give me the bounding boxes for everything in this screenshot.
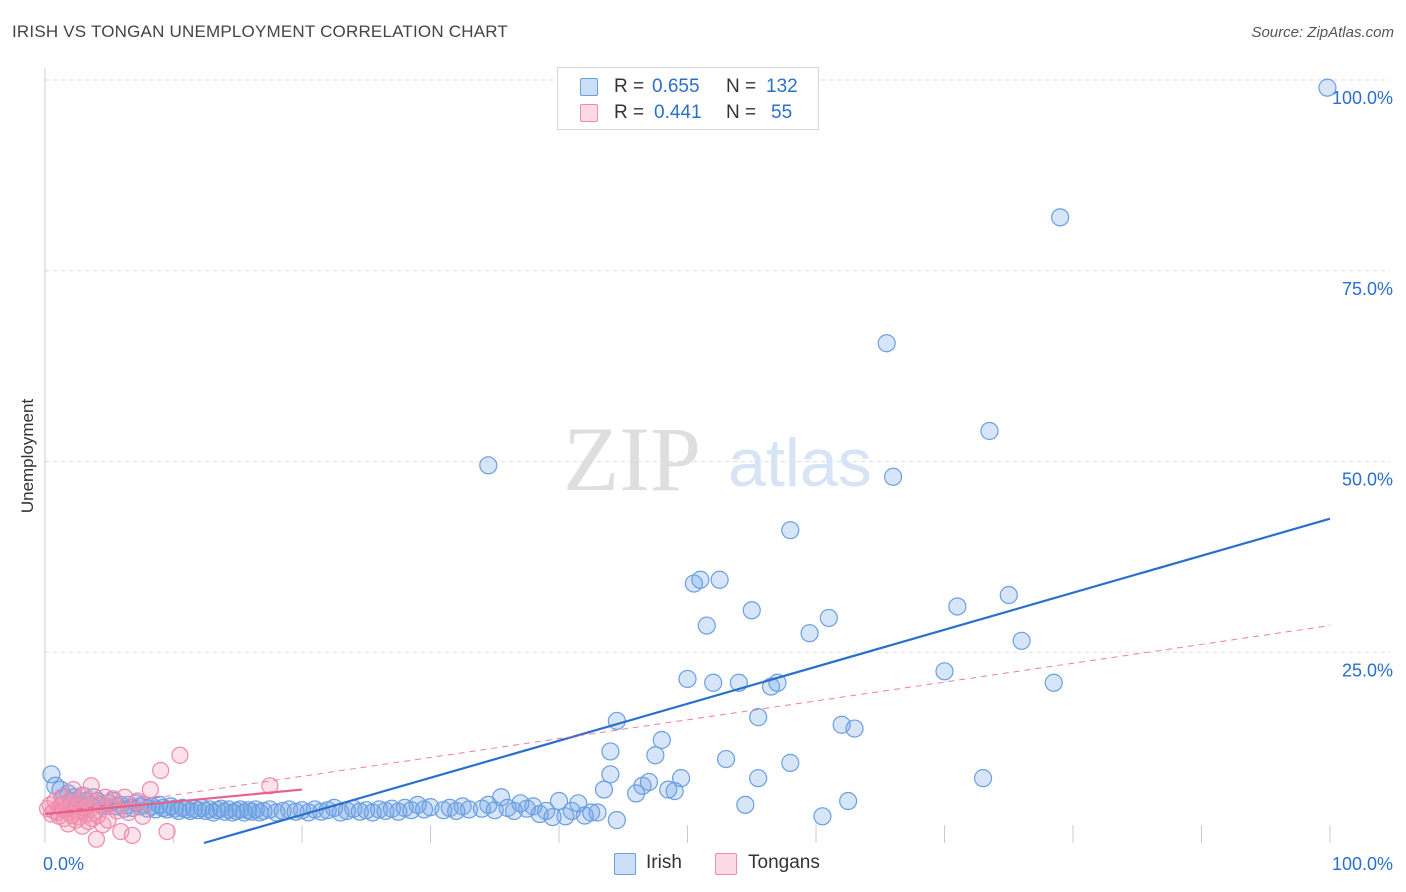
irish-point [588, 803, 607, 822]
irish-point [549, 791, 569, 811]
irish-trend-line [203, 517, 1331, 845]
irish-point [935, 662, 954, 681]
tongan-point [87, 830, 106, 848]
irish-point [459, 800, 479, 819]
series-legend: Irish Tongans [0, 852, 1406, 878]
tongan-trend-line [44, 788, 303, 816]
irish-point [716, 749, 736, 769]
legend-label-tongans: Tongans [748, 852, 820, 873]
x-tick-label: 0.0% [43, 854, 84, 874]
irish-point [973, 769, 993, 788]
irish-point [671, 769, 691, 788]
irish-point [492, 788, 511, 807]
irish-point [1051, 208, 1070, 227]
irish-point [1044, 673, 1063, 692]
y-tick-label: 25.0% [1342, 660, 1393, 680]
irish-point [601, 742, 620, 761]
irish-point [582, 803, 601, 822]
legend-r-value: 0.655 [652, 76, 700, 97]
tick-label-layer: 100.0% 75.0% 50.0% 25.0% 0.0% 100.0% [43, 88, 1393, 874]
irish-point [736, 795, 755, 814]
watermark-zip: ZIP [563, 408, 701, 510]
irish-point [877, 334, 896, 353]
legend-swatch-tongans [580, 104, 598, 122]
legend-r-value: 0.441 [654, 102, 702, 123]
tongan-point [134, 807, 152, 825]
irish-point [659, 780, 678, 799]
irish-point [883, 467, 903, 486]
irish-point [678, 669, 697, 689]
stats-legend: R = 0.655 N = 132 R = 0.441 N = 55 [557, 67, 819, 130]
irish-point [704, 673, 723, 692]
legend-n-value: 132 [766, 76, 798, 97]
irish-point [652, 730, 671, 750]
irish-point [999, 585, 1018, 605]
tongan-point [171, 746, 189, 764]
irish-point [1318, 78, 1337, 97]
legend-swatch-irish [580, 78, 598, 96]
irish-point [800, 624, 819, 643]
irish-point [42, 765, 61, 784]
irish-point [839, 791, 858, 811]
legend-label-irish: Irish [646, 852, 682, 873]
irish-point [948, 597, 967, 616]
legend-r-label: R = [614, 102, 645, 123]
tongan-point [94, 816, 112, 834]
legend-n-value: 55 [771, 102, 793, 123]
tongan-point [99, 811, 117, 829]
irish-point [710, 570, 729, 589]
watermark-atlas: atlas [728, 425, 872, 501]
chart-title: IRISH VS TONGAN UNEMPLOYMENT CORRELATION… [12, 22, 508, 41]
irish-point [601, 765, 620, 784]
irish-point [543, 807, 562, 827]
irish-point [742, 601, 761, 620]
tongan-point [141, 780, 159, 799]
irish-point [639, 772, 659, 792]
irish-point [749, 769, 768, 788]
y-tick-label: 75.0% [1342, 279, 1393, 299]
irish-point [749, 708, 768, 727]
irish-point [781, 753, 800, 772]
irish-point [646, 746, 665, 765]
tongan-point [82, 777, 100, 795]
legend-swatch-tongans [715, 853, 737, 875]
irish-point [626, 784, 646, 803]
legend-n-label: N = [726, 76, 757, 97]
irish-point [350, 802, 369, 821]
tongan-point [158, 822, 176, 841]
tongan-point [123, 826, 141, 844]
tongan-point [152, 761, 170, 780]
points-layer [38, 78, 1337, 848]
irish-point [697, 616, 716, 635]
watermark: ZIP atlas [563, 408, 872, 510]
x-tick-label: 100.0% [1332, 854, 1393, 874]
legend-swatch-irish [614, 853, 636, 875]
irish-point [781, 521, 800, 540]
irish-point [691, 570, 710, 589]
tongan-point [119, 803, 138, 822]
source-credit: Source: ZipAtlas.com [1251, 24, 1394, 41]
grid-layer [44, 68, 1390, 843]
irish-point [845, 719, 864, 738]
legend-n-label: N = [726, 102, 757, 123]
irish-point [594, 780, 614, 799]
trend-layer [44, 517, 1331, 845]
irish-point [370, 800, 389, 819]
legend-r-label: R = [614, 76, 645, 97]
irish-point [1012, 631, 1031, 650]
y-tick-label: 50.0% [1342, 470, 1393, 490]
irish-point [479, 456, 498, 475]
irish-point [607, 811, 626, 830]
irish-point [819, 608, 838, 628]
y-tick-label: 100.0% [1332, 88, 1393, 108]
tongan-trend-extension [44, 625, 1331, 815]
irish-point [813, 807, 832, 826]
irish-point [980, 421, 999, 441]
